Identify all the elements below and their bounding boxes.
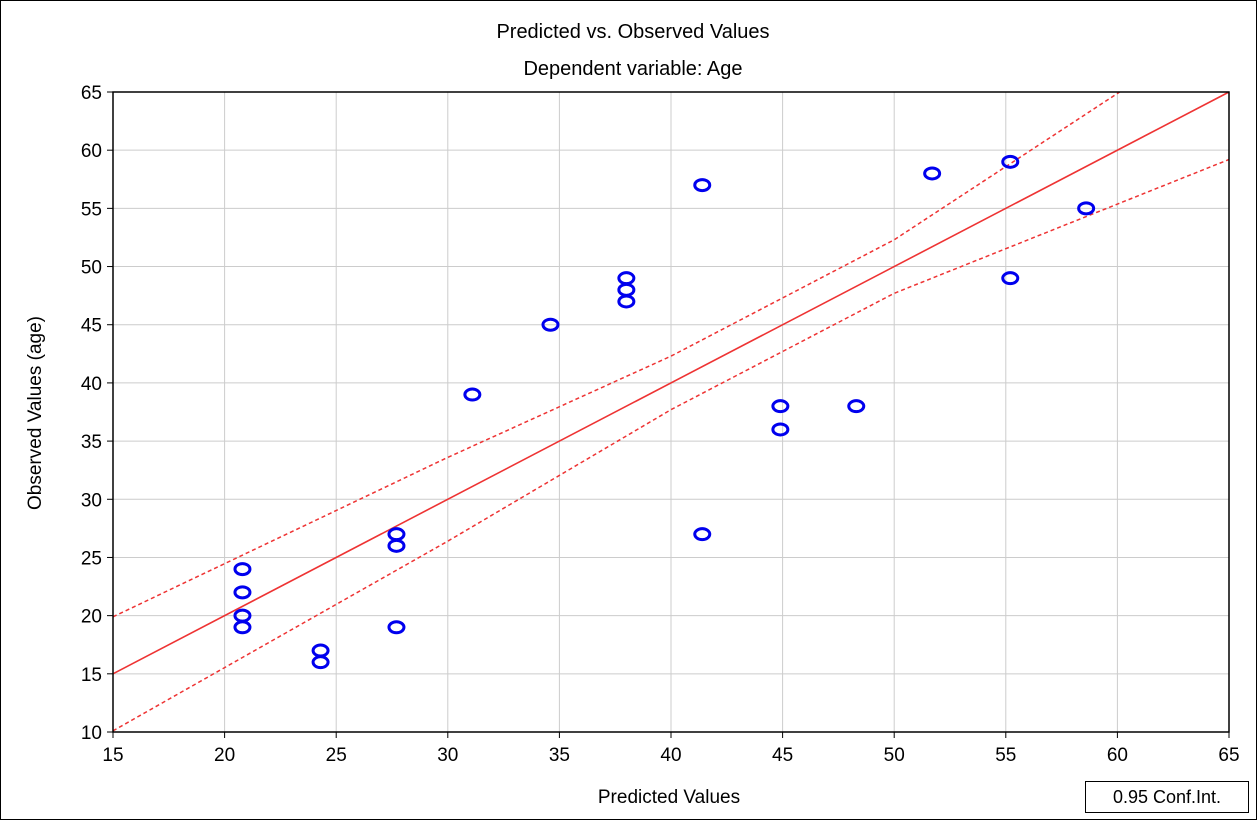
x-tick-label: 50 [884,745,905,766]
y-tick-label: 35 [81,432,102,453]
data-point [311,643,330,658]
data-point [311,655,330,670]
y-tick-label: 40 [81,374,102,395]
data-point [233,620,252,635]
data-point [617,271,636,286]
data-point [693,178,712,193]
y-tick-label: 45 [81,316,102,337]
y-tick-label: 60 [81,141,102,162]
x-tick-label: 25 [326,745,347,766]
fit-line [112,91,1230,675]
legend: 0.95 Conf.Int. [1085,781,1249,813]
x-tick-label: 65 [1218,745,1239,766]
data-point [233,585,252,600]
data-point [693,527,712,542]
data-point [771,422,790,437]
y-tick-label: 15 [81,665,102,686]
x-axis-label: Predicted Values [598,787,740,808]
data-point [387,538,406,553]
y-tick-label: 10 [81,723,102,744]
y-tick-label: 30 [81,490,102,511]
y-tick-label: 20 [81,607,102,628]
data-point [847,399,866,414]
x-tick-label: 20 [214,745,235,766]
data-point [1001,271,1020,286]
data-point [617,282,636,297]
y-tick-label: 50 [81,258,102,279]
x-tick-label: 55 [995,745,1016,766]
conf-upper-line [112,91,1121,618]
x-tick-label: 30 [437,745,458,766]
x-tick-label: 40 [660,745,681,766]
x-tick-label: 45 [772,745,793,766]
data-point [541,317,560,332]
chart-subtitle: Dependent variable: Age [523,58,742,80]
y-axis-label: Observed Values (age) [25,316,46,510]
chart-title: Predicted vs. Observed Values [496,21,769,43]
x-tick-label: 15 [102,745,123,766]
y-tick-label: 65 [81,83,102,104]
data-point [1001,154,1020,169]
legend-label: 0.95 Conf.Int. [1112,787,1222,807]
data-point [617,294,636,309]
data-point [1077,201,1096,216]
data-point [387,527,406,542]
x-tick-label: 60 [1107,745,1128,766]
data-point [233,562,252,577]
data-point [387,620,406,635]
x-tick-label: 35 [549,745,570,766]
data-point [771,399,790,414]
data-point [923,166,942,181]
data-point [463,387,482,402]
y-tick-label: 55 [81,199,102,220]
conf-lower-line [112,158,1230,732]
y-tick-label: 25 [81,548,102,569]
